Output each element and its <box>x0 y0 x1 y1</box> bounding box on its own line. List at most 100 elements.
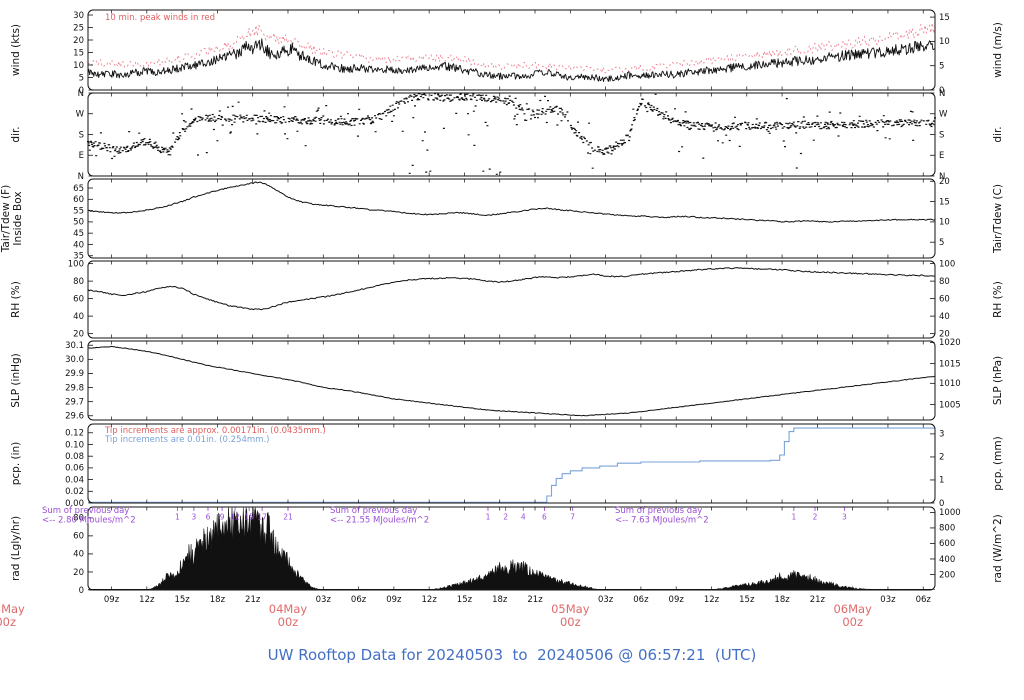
axis-label-right-temp: Tair/Tdew (C) <box>992 184 1004 254</box>
axis-label-right-pcp: pcp. (mm) <box>992 436 1004 490</box>
y-tick-label: 0 <box>79 86 84 96</box>
x-tick-label: 12z <box>139 595 155 605</box>
y-tick-label: 0 <box>939 499 944 509</box>
y-tick-label: 3 <box>939 430 944 440</box>
y-tick-label: 40 <box>73 550 84 560</box>
panel-pcp: 0.00 0.02 0.040.06 0.08 0.100.12 0 1 2 3 pcp. (in… <box>10 423 1004 509</box>
x-tick-label: 09z <box>104 595 120 605</box>
x-tick-label: 18z <box>210 595 226 605</box>
y-tick-label: 0 <box>939 86 944 96</box>
y-tick-label: 60 <box>73 195 84 205</box>
y-tick-label: 30 <box>73 11 84 21</box>
date-label: 00z <box>842 615 863 629</box>
y-tick-label: 29.8 <box>65 383 84 393</box>
date-label: 00z <box>560 615 581 629</box>
x-tick-label: 03z <box>316 595 332 605</box>
date-label: 05May <box>551 602 590 616</box>
y-tick-label: 0.12 <box>65 429 84 439</box>
y-tick-label: N <box>78 89 84 99</box>
y-tick-label: 20 <box>73 568 84 578</box>
panel-rad: 0 20 40 60 80 200 400 600 800 1000 rad (Lgly/hr) ra… <box>10 506 1004 596</box>
x-tick-label: 12z <box>704 595 720 605</box>
y-tick-label: S <box>79 130 84 140</box>
y-tick-label: 100 <box>939 259 955 269</box>
annotation: Tip increments are 0.01in. (0.254mm.) <box>104 435 269 445</box>
axis-label-right-dir: dir. <box>992 126 1004 142</box>
y-tick-label: 0.06 <box>65 464 84 474</box>
y-tick-label: W <box>76 110 85 120</box>
y-tick-label: 1000 <box>939 508 961 518</box>
y-tick-label: N <box>939 89 945 99</box>
cum-marker-label: 9 <box>220 513 225 522</box>
y-tick-label: 5 <box>939 62 944 72</box>
y-tick-label: 15 <box>939 197 950 207</box>
precip-step <box>88 427 935 503</box>
y-tick-label: 600 <box>939 539 955 549</box>
axis-label-left-rad: rad (Lgly/hr) <box>10 516 22 581</box>
wind-avg-line <box>87 38 935 82</box>
solar-rad-area <box>88 507 935 590</box>
y-tick-label: 100 <box>68 259 84 269</box>
annotation: <-- 2.80 MJoules/m^2 <box>42 516 136 526</box>
axis-label-left-slp: SLP (inHg) <box>10 353 22 408</box>
y-tick-label: 40 <box>73 312 84 322</box>
x-tick-label: 09z <box>386 595 402 605</box>
y-tick-label: 20 <box>939 329 950 339</box>
x-tick-label: 18z <box>774 595 790 605</box>
x-tick-label: 06z <box>351 595 367 605</box>
cum-marker-label: 6 <box>542 513 547 522</box>
annotation: Tip increments are approx. 0.00171in. (0… <box>104 426 326 436</box>
cum-marker-label: 4 <box>521 513 526 522</box>
cum-marker-label: 2 <box>503 513 508 522</box>
cum-marker-label: 7 <box>570 513 575 522</box>
annotation: <-- 7.63 MJoules/m^2 <box>615 516 709 526</box>
x-tick-label: 21z <box>245 595 261 605</box>
y-tick-label: 1005 <box>939 400 961 410</box>
y-tick-label: W <box>939 110 948 120</box>
y-tick-label: 50 <box>73 218 84 228</box>
y-tick-label: 10 <box>939 37 950 47</box>
y-tick-label: 80 <box>73 514 84 524</box>
y-tick-label: 40 <box>73 240 84 250</box>
date-label: 00z <box>278 615 299 629</box>
cum-marker-label: 15 <box>244 513 254 522</box>
cum-marker-label: 2 <box>813 513 818 522</box>
y-tick-label: 0.00 <box>65 499 84 509</box>
y-tick-label: 29.6 <box>65 412 84 422</box>
panel-border-dir <box>87 92 936 177</box>
rh-line <box>87 267 936 311</box>
cum-marker-label: 3 <box>191 513 196 522</box>
y-tick-label: 40 <box>939 312 950 322</box>
slp-line <box>87 345 936 417</box>
axis-label-left-temp: Tair/Tdew (F) <box>0 185 12 254</box>
y-tick-label: 35 <box>73 252 84 262</box>
y-tick-label: 0.04 <box>65 475 84 485</box>
axis-label-right-slp: SLP (hPa) <box>992 356 1004 405</box>
y-tick-label: 60 <box>939 294 950 304</box>
y-tick-label: 80 <box>73 277 84 287</box>
y-tick-label: 60 <box>73 294 84 304</box>
date-label: 06May <box>833 602 872 616</box>
x-tick-label: 15z <box>457 595 473 605</box>
wind-direction-scatter <box>87 93 936 175</box>
cum-marker-label: 3 <box>842 513 847 522</box>
y-tick-label: N <box>78 172 84 182</box>
axis-label-left-dir: dir. <box>10 126 22 142</box>
y-tick-label: 10 <box>939 218 950 228</box>
date-label: 00z <box>0 615 16 629</box>
x-tick-label: 21z <box>527 595 543 605</box>
x-tick-label: 15z <box>739 595 755 605</box>
y-tick-label: 60 <box>73 532 84 542</box>
y-tick-label: 1 <box>939 476 944 486</box>
cum-marker-label: 1 <box>791 513 796 522</box>
panel-slp: 29.6 29.7 29.8 29.9 30.0 30.1 1005 1010 1015 1020… <box>10 338 1004 421</box>
y-tick-label: 800 <box>939 524 955 534</box>
x-tick-label: 03z <box>880 595 896 605</box>
axis-label-left-pcp: pcp. (in) <box>10 442 22 486</box>
y-tick-label: 80 <box>939 277 950 287</box>
y-tick-label: 30.1 <box>65 341 84 351</box>
axis-label-right-rh: RH (%) <box>992 281 1004 318</box>
x-tick-label: 03z <box>598 595 614 605</box>
